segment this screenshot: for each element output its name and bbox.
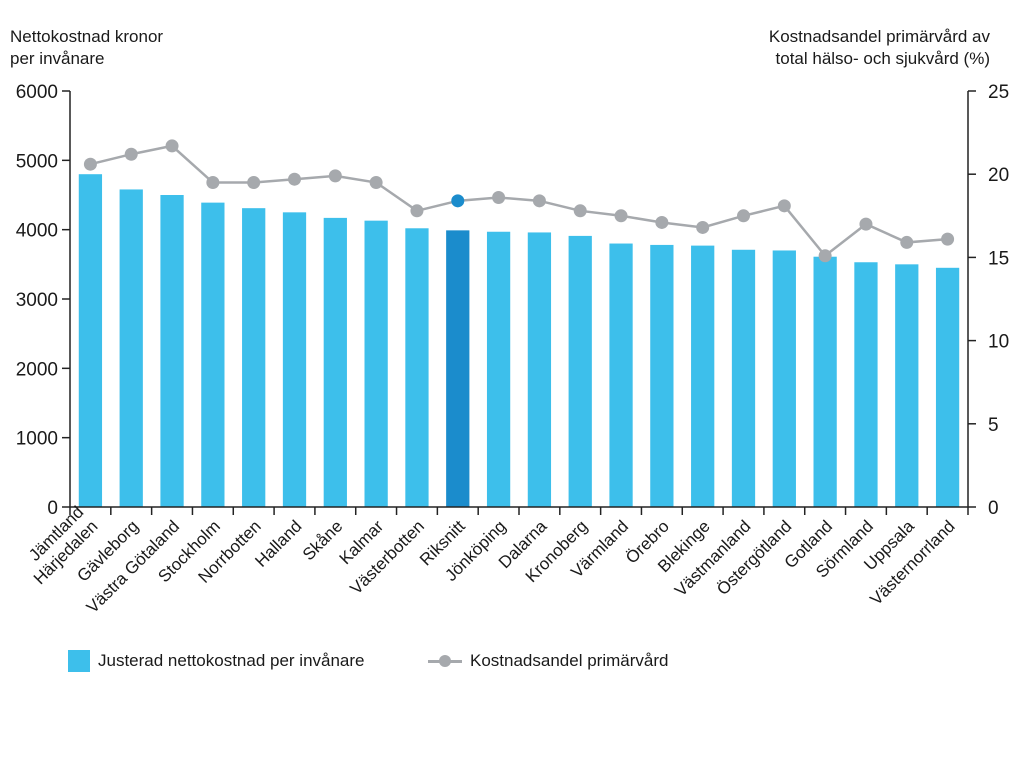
bar-15 xyxy=(691,245,715,507)
bar-0 xyxy=(78,174,103,507)
legend-line-label: Kostnadsandel primärvård xyxy=(470,651,669,670)
line-point-8 xyxy=(410,204,424,218)
bar-5 xyxy=(282,212,307,508)
line-point-16 xyxy=(737,209,750,223)
bar-9 xyxy=(446,230,470,508)
bar-1 xyxy=(119,189,143,507)
legend-item-line: Kostnadsandel primärvård xyxy=(428,650,668,672)
line-series-path xyxy=(90,144,948,258)
bar-6 xyxy=(323,217,347,507)
line-point-13 xyxy=(614,209,628,223)
y-right-tick-label-0: 0 xyxy=(988,498,999,519)
y-left-tick-label-5: 5000 xyxy=(16,151,58,172)
legend-bar-swatch xyxy=(68,650,90,672)
y-right-tick-label-2: 10 xyxy=(988,332,1009,353)
bar-18 xyxy=(813,256,837,507)
bar-16 xyxy=(731,249,756,508)
y-left-tick-label-2: 2000 xyxy=(16,359,58,380)
y-left-tick-label-6: 6000 xyxy=(16,82,58,103)
bar-10 xyxy=(486,231,511,507)
bar-12 xyxy=(568,235,592,507)
line-point-14 xyxy=(655,215,669,229)
bar-17 xyxy=(772,250,796,507)
bar-14 xyxy=(650,244,674,508)
line-point-18 xyxy=(818,249,832,263)
line-point-4 xyxy=(247,176,261,190)
y-right-tick-label-1: 5 xyxy=(988,415,999,436)
line-point-20 xyxy=(900,235,914,249)
bar-3 xyxy=(201,202,225,508)
y-right-tick-label-5: 25 xyxy=(988,82,1009,103)
y-right-tick-label-3: 15 xyxy=(988,248,1009,269)
line-point-6 xyxy=(328,169,342,183)
line-point-0 xyxy=(83,157,97,171)
legend-bar-label: Justerad nettokostnad per invånare xyxy=(98,651,365,670)
line-point-10 xyxy=(492,190,506,204)
bar-11 xyxy=(527,232,552,507)
bar-13 xyxy=(609,243,633,508)
bar-2 xyxy=(160,195,184,507)
y-left-tick-label-1: 1000 xyxy=(16,429,58,450)
bar-19 xyxy=(854,262,878,507)
line-point-5 xyxy=(288,172,301,186)
line-point-9 xyxy=(451,194,465,208)
line-point-3 xyxy=(206,176,220,190)
line-point-11 xyxy=(532,194,546,208)
line-point-12 xyxy=(573,204,587,218)
legend-item-bar: Justerad nettokostnad per invånare xyxy=(68,650,365,672)
y-axis-left-title: Nettokostnad kronor per invånare xyxy=(10,27,164,68)
y-left-tick-label-0: 0 xyxy=(47,498,58,519)
bar-4 xyxy=(242,208,266,507)
line-point-17 xyxy=(777,199,791,213)
y-right-tick-label-4: 20 xyxy=(988,165,1009,186)
line-point-7 xyxy=(369,176,383,190)
line-point-19 xyxy=(859,217,873,231)
bar-7 xyxy=(364,220,388,508)
y-left-tick-label-4: 4000 xyxy=(16,221,58,242)
y-axis-right-title: Kostnadsandel primärvård av total hälso-… xyxy=(768,27,990,68)
line-point-15 xyxy=(696,220,710,234)
line-point-2 xyxy=(165,139,179,153)
bar-20 xyxy=(895,264,919,507)
line-point-21 xyxy=(941,232,955,246)
legend-line-swatch xyxy=(428,650,462,672)
line-point-1 xyxy=(124,147,138,161)
bar-8 xyxy=(405,228,429,507)
x-tick-label-5: Halland xyxy=(251,517,305,571)
y-left-tick-label-3: 3000 xyxy=(16,290,58,311)
bar-21 xyxy=(935,267,960,507)
